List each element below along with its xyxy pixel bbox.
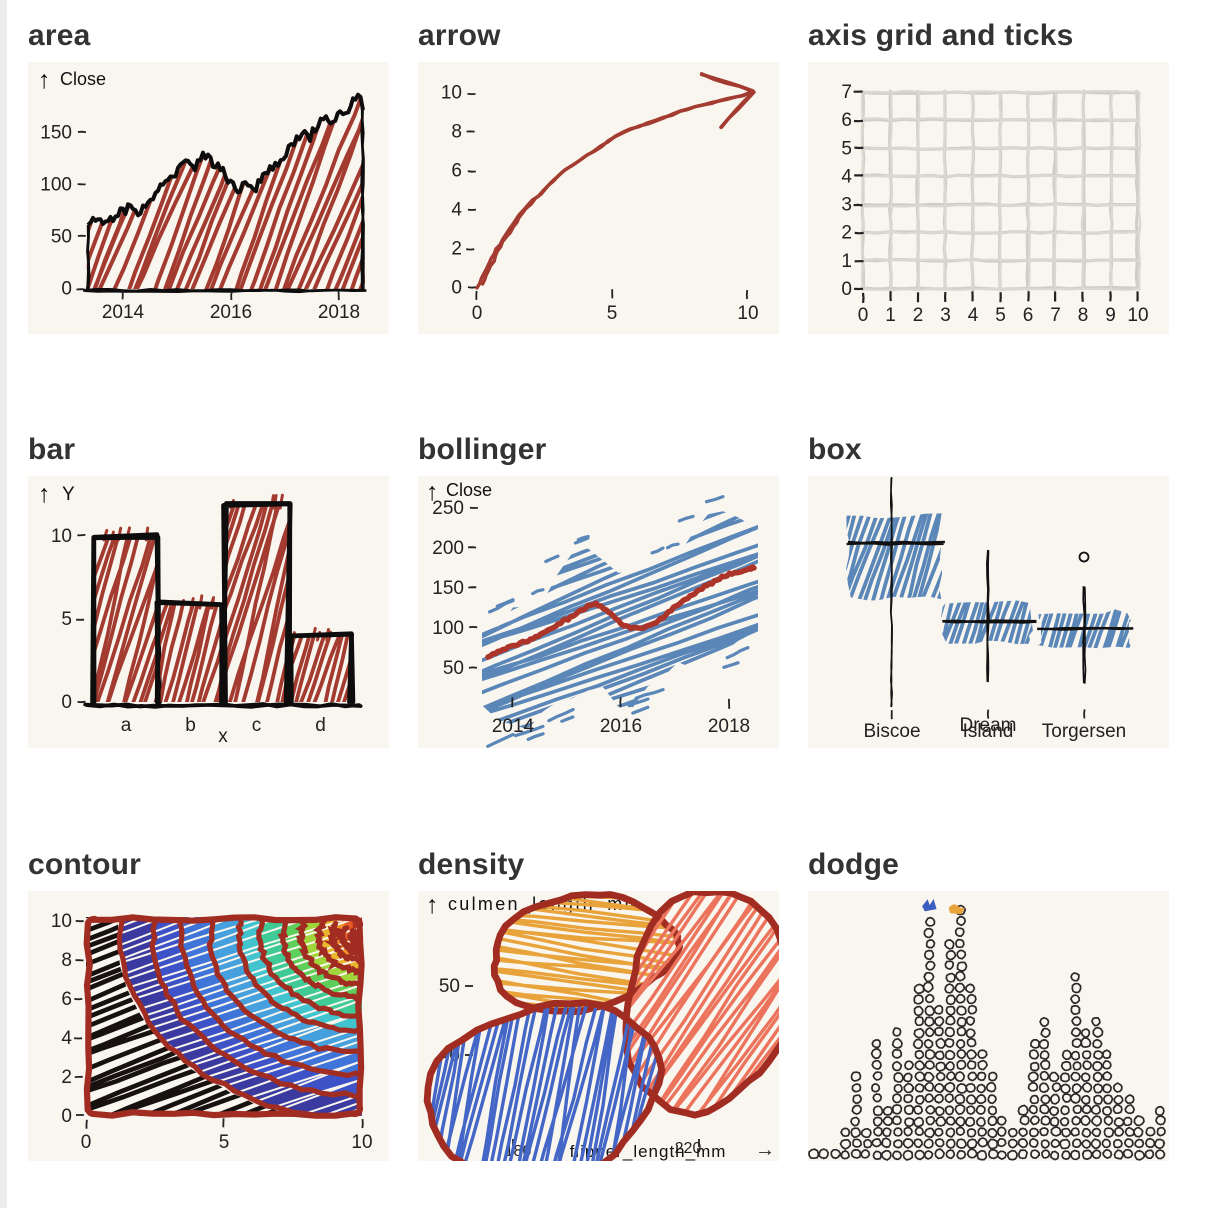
svg-text:2: 2 xyxy=(451,239,462,260)
svg-text:2018: 2018 xyxy=(318,302,360,323)
svg-text:c: c xyxy=(252,715,262,736)
svg-text:0: 0 xyxy=(61,1106,72,1127)
svg-text:0: 0 xyxy=(61,279,72,300)
svg-text:10: 10 xyxy=(51,526,72,547)
svg-text:100: 100 xyxy=(432,618,464,639)
svg-text:6: 6 xyxy=(841,110,852,131)
svg-text:150: 150 xyxy=(432,578,464,599)
svg-text:5: 5 xyxy=(607,303,618,324)
svg-text:2: 2 xyxy=(913,305,924,326)
svg-text:2016: 2016 xyxy=(210,302,252,323)
svg-text:↑: ↑ xyxy=(38,66,51,94)
svg-text:2014: 2014 xyxy=(102,302,145,323)
svg-text:→: → xyxy=(755,1139,775,1161)
svg-text:7: 7 xyxy=(1050,305,1061,326)
svg-text:200: 200 xyxy=(432,538,464,559)
svg-text:x: x xyxy=(218,726,228,747)
svg-text:↑: ↑ xyxy=(426,478,439,506)
svg-text:5: 5 xyxy=(61,609,72,630)
svg-text:Y: Y xyxy=(62,484,75,505)
svg-text:↑: ↑ xyxy=(426,891,439,919)
svg-text:5: 5 xyxy=(219,1132,230,1153)
svg-text:150: 150 xyxy=(40,123,72,144)
svg-text:2016: 2016 xyxy=(600,716,642,737)
svg-text:100: 100 xyxy=(40,175,72,196)
svg-text:Close: Close xyxy=(60,69,106,89)
svg-text:250: 250 xyxy=(432,498,464,519)
svg-text:Close: Close xyxy=(446,480,492,500)
svg-text:10: 10 xyxy=(1127,305,1148,326)
svg-text:4: 4 xyxy=(968,305,979,326)
svg-text:2: 2 xyxy=(841,223,852,244)
svg-text:2018: 2018 xyxy=(708,716,750,737)
svg-text:0: 0 xyxy=(81,1132,92,1153)
svg-text:8: 8 xyxy=(451,122,462,143)
svg-text:Torgersen: Torgersen xyxy=(1042,721,1127,742)
svg-text:2014: 2014 xyxy=(492,716,535,737)
svg-text:d: d xyxy=(315,715,326,736)
svg-text:50: 50 xyxy=(443,658,464,679)
svg-text:↑: ↑ xyxy=(38,480,51,508)
svg-text:1: 1 xyxy=(885,305,896,326)
svg-text:6: 6 xyxy=(451,161,462,182)
svg-text:8: 8 xyxy=(61,950,72,971)
svg-text:6: 6 xyxy=(61,989,72,1010)
svg-text:50: 50 xyxy=(51,227,72,248)
svg-text:10: 10 xyxy=(441,83,462,104)
svg-text:10: 10 xyxy=(51,911,72,932)
svg-text:5: 5 xyxy=(995,305,1006,326)
svg-text:8: 8 xyxy=(1078,305,1089,326)
svg-text:4: 4 xyxy=(61,1028,72,1049)
svg-text:a: a xyxy=(121,715,132,736)
svg-text:10: 10 xyxy=(351,1132,372,1153)
svg-text:4: 4 xyxy=(841,166,852,187)
svg-text:Biscoe: Biscoe xyxy=(863,721,920,742)
svg-text:0: 0 xyxy=(61,692,72,713)
svg-text:5: 5 xyxy=(841,138,852,159)
svg-text:0: 0 xyxy=(472,303,483,324)
svg-text:50: 50 xyxy=(439,976,460,997)
svg-text:Island: Island xyxy=(963,721,1014,742)
svg-text:9: 9 xyxy=(1105,305,1116,326)
svg-text:3: 3 xyxy=(940,305,951,326)
svg-text:220: 220 xyxy=(675,1140,702,1157)
svg-text:10: 10 xyxy=(737,303,758,324)
svg-text:6: 6 xyxy=(1023,305,1034,326)
svg-text:4: 4 xyxy=(451,200,462,221)
svg-text:1: 1 xyxy=(841,251,852,272)
svg-text:7: 7 xyxy=(841,82,852,103)
svg-text:0: 0 xyxy=(451,278,462,299)
svg-text:2: 2 xyxy=(61,1067,72,1088)
svg-text:3: 3 xyxy=(841,195,852,216)
svg-text:b: b xyxy=(185,715,196,736)
svg-text:Dream: Dream xyxy=(959,715,1016,736)
svg-text:0: 0 xyxy=(841,279,852,300)
svg-text:0: 0 xyxy=(858,305,869,326)
